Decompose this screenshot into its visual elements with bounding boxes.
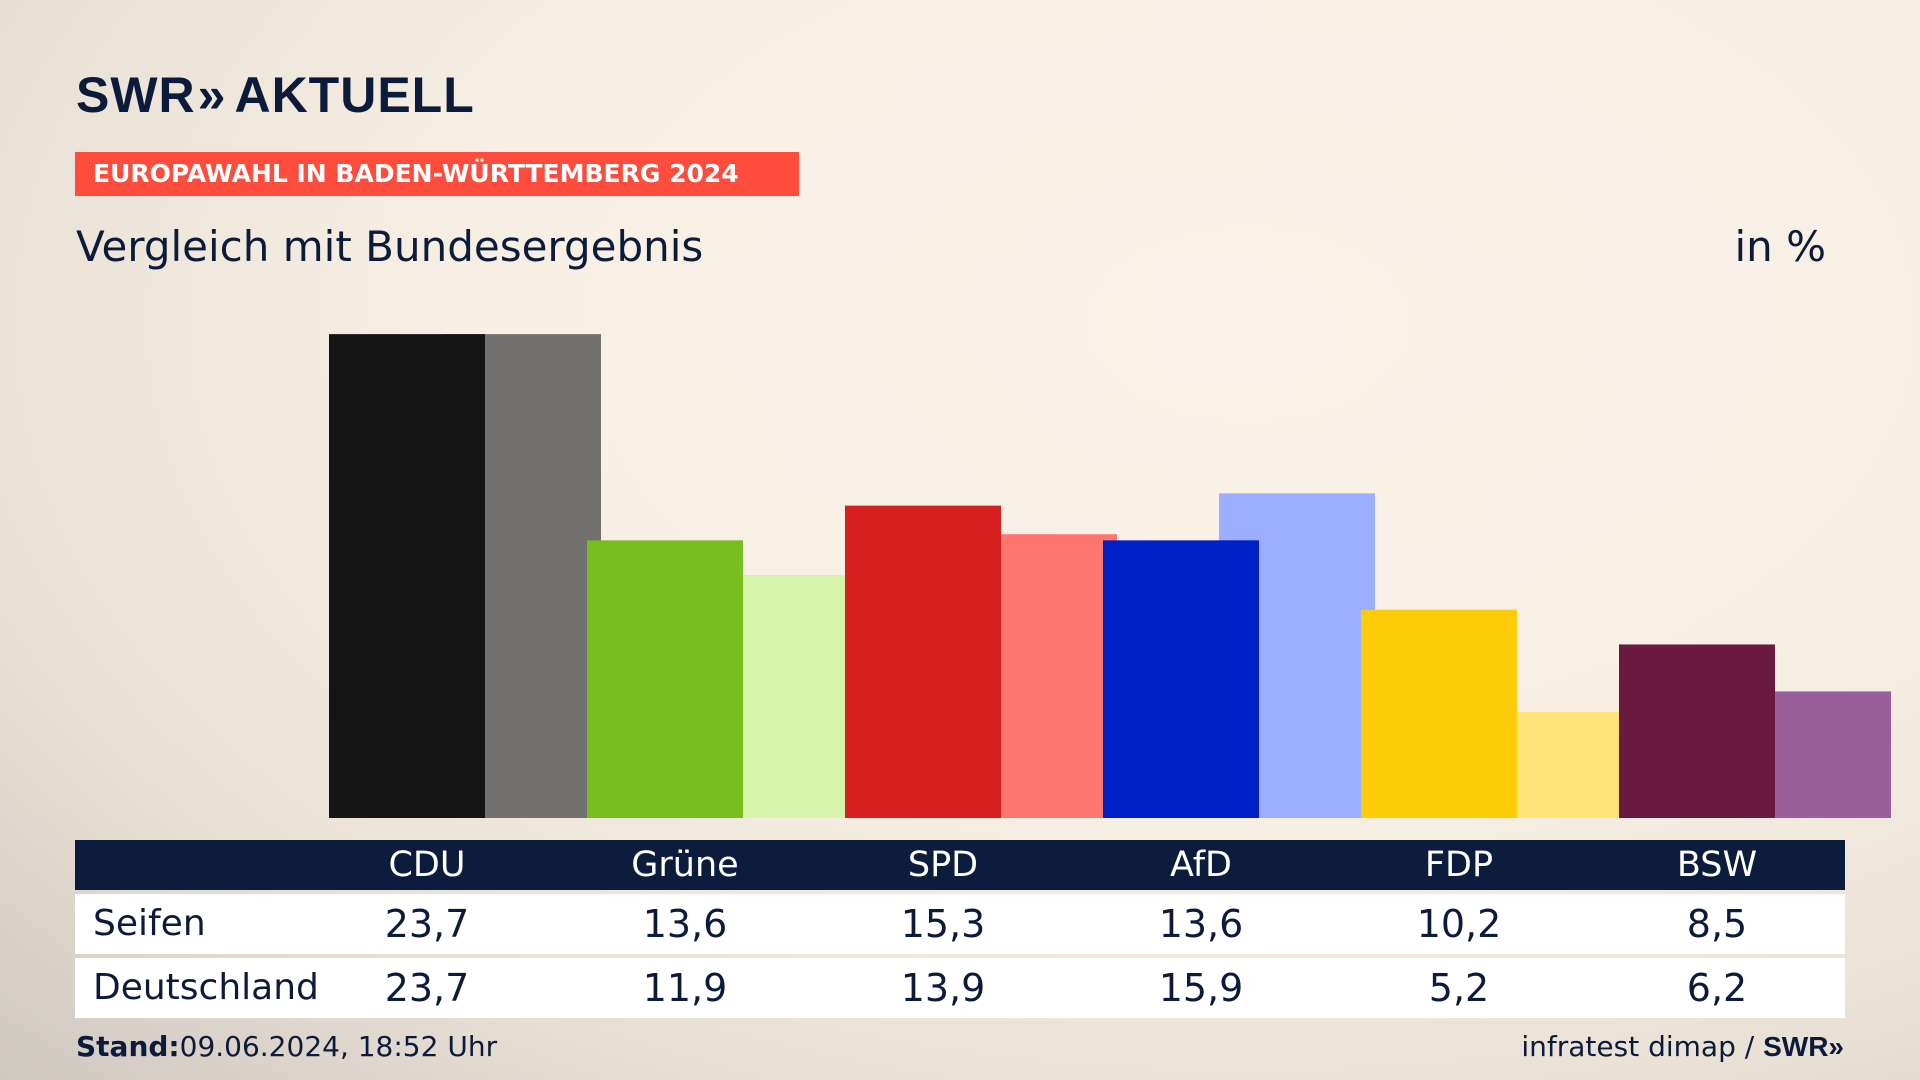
bar-seifen-afd (1103, 540, 1259, 818)
value-seifen-bsw: 8,5 (1686, 902, 1748, 946)
value-deutschland-bsw: 6,2 (1686, 966, 1748, 1010)
stand-label: Stand: (76, 1030, 180, 1063)
unit-label: in % (1734, 222, 1826, 271)
value-seifen-fdp: 10,2 (1416, 902, 1502, 946)
bar-chart (329, 334, 1891, 818)
source-brand: SWR» (1763, 1031, 1844, 1062)
timestamp: Stand:09.06.2024, 18:52 Uhr (76, 1030, 497, 1063)
value-deutschland-cdu: 23,7 (384, 966, 470, 1010)
swr-aktuell-logo: SWR» AKTUELL (76, 66, 475, 124)
table-row-deutschland: Deutschland 23,7 11,9 13,9 15,9 5,2 6,2 (75, 958, 1845, 1018)
value-deutschland-grüne: 11,9 (642, 966, 728, 1010)
bar-seifen-cdu (329, 334, 485, 818)
chart-subtitle: Vergleich mit Bundesergebnis (76, 222, 704, 271)
value-deutschland-afd: 15,9 (1158, 966, 1244, 1010)
party-label-fdp: FDP (1424, 845, 1494, 885)
row-label-seifen: Seifen (93, 903, 206, 944)
election-banner: EUROPAWAHL IN BADEN-WÜRTTEMBERG 2024 (75, 152, 799, 196)
row-label-deutschland: Deutschland (93, 967, 319, 1008)
value-seifen-grüne: 13,6 (642, 902, 728, 946)
party-header-row: CDU Grüne SPD AfD FDP BSW (75, 840, 1845, 890)
source-text: infratest dimap / (1521, 1030, 1755, 1063)
value-deutschland-fdp: 5,2 (1428, 966, 1490, 1010)
bar-seifen-bsw (1619, 644, 1775, 818)
party-label-bsw: BSW (1676, 845, 1758, 885)
source-credit: infratest dimap / SWR» (1521, 1030, 1844, 1063)
value-deutschland-spd: 13,9 (900, 966, 986, 1010)
table-row-seifen: Seifen 23,7 13,6 15,3 13,6 10,2 8,5 (75, 894, 1845, 954)
party-label-spd: SPD (907, 845, 979, 885)
party-label-grüne: Grüne (631, 845, 739, 885)
brand-chevrons: » (197, 67, 227, 123)
value-seifen-afd: 13,6 (1158, 902, 1244, 946)
stand-value: 09.06.2024, 18:52 Uhr (179, 1030, 498, 1063)
brand-product: AKTUELL (234, 67, 475, 123)
value-seifen-spd: 15,3 (900, 902, 986, 946)
bar-seifen-grüne (587, 540, 743, 818)
party-label-afd: AfD (1170, 845, 1232, 885)
value-seifen-cdu: 23,7 (384, 902, 470, 946)
bar-seifen-spd (845, 505, 1001, 818)
results-table: CDU Grüne SPD AfD FDP BSW Seifen 23,7 13,6 15,3… (75, 840, 1845, 1018)
bar-seifen-fdp (1361, 609, 1517, 818)
party-label-cdu: CDU (388, 845, 466, 885)
brand-name: SWR (76, 67, 196, 123)
